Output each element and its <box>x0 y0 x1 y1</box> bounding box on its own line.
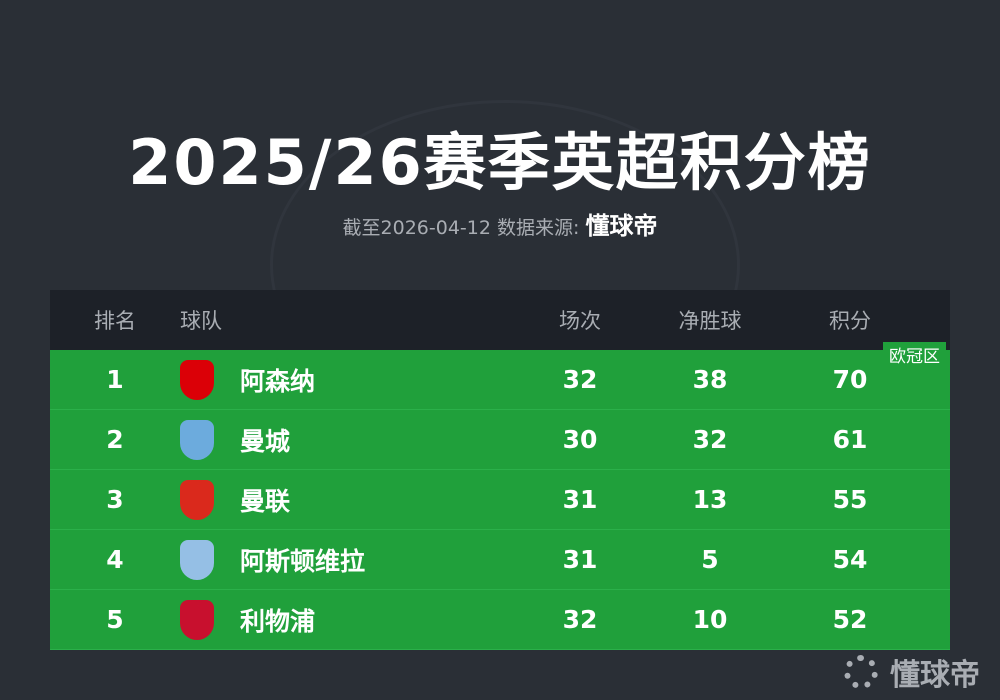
played: 32 <box>562 365 598 394</box>
team-name: 曼联 <box>240 486 291 516</box>
played: 32 <box>562 605 598 634</box>
arsenal-crest-icon <box>180 359 214 400</box>
team-name: 曼城 <box>240 426 291 456</box>
table-row: 1 阿森纳 32 38 70 欧冠区 <box>50 342 950 410</box>
team-name: 阿斯顿维拉 <box>240 546 366 576</box>
goal-difference: 5 <box>701 545 719 574</box>
points: 61 <box>832 425 868 454</box>
date-source: 截至2026-04-12 数据来源: <box>342 217 580 239</box>
team-cell: 阿斯顿维拉 <box>180 539 520 580</box>
rank: 2 <box>106 425 124 454</box>
standings-table: 排名 球队 场次 净胜球 积分 1 阿森纳 32 38 70 欧冠区 2 曼城 30… <box>50 290 950 650</box>
goal-difference: 38 <box>692 365 728 394</box>
team-cell: 阿森纳 <box>180 359 520 400</box>
team-name: 利物浦 <box>240 606 316 636</box>
aston-villa-crest-icon <box>180 539 214 580</box>
table-row: 2 曼城 30 32 61 <box>50 410 950 470</box>
table-row: 3 曼联 31 13 55 <box>50 470 950 530</box>
team-cell: 曼联 <box>180 479 520 520</box>
zone-label: 欧冠区 <box>883 342 946 367</box>
liverpool-crest-icon <box>180 599 214 640</box>
played: 30 <box>562 425 598 454</box>
table-header: 排名 球队 场次 净胜球 积分 <box>50 290 950 350</box>
page-title: 2025/26赛季英超积分榜 <box>128 126 872 199</box>
man-united-crest-icon <box>180 479 214 520</box>
table-row: 4 阿斯顿维拉 31 5 54 <box>50 530 950 590</box>
played: 31 <box>562 545 598 574</box>
man-city-crest-icon <box>180 419 214 460</box>
goal-difference: 10 <box>692 605 728 634</box>
header-played: 场次 <box>559 309 601 333</box>
team-name: 阿森纳 <box>240 366 316 396</box>
watermark-logo: 懂球帝 <box>844 650 980 694</box>
header-points: 积分 <box>829 309 871 333</box>
source-brand: 懂球帝 <box>585 212 658 240</box>
points: 54 <box>832 545 868 574</box>
team-cell: 利物浦 <box>180 599 520 640</box>
watermark-text: 懂球帝 <box>890 658 980 693</box>
goal-difference: 32 <box>692 425 728 454</box>
header-gd: 净胜球 <box>678 309 742 333</box>
points: 70 <box>832 365 868 394</box>
rank: 3 <box>106 485 124 514</box>
football-icon <box>844 655 878 689</box>
subtitle: 截至2026-04-12 数据来源: 懂球帝 <box>0 206 1000 241</box>
header-rank: 排名 <box>94 309 136 333</box>
header-team: 球队 <box>180 309 222 333</box>
points: 55 <box>832 485 868 514</box>
rank: 4 <box>106 545 124 574</box>
rank: 5 <box>106 605 124 634</box>
points: 52 <box>832 605 868 634</box>
goal-difference: 13 <box>692 485 728 514</box>
rank: 1 <box>106 365 124 394</box>
table-row: 5 利物浦 32 10 52 <box>50 590 950 650</box>
team-cell: 曼城 <box>180 419 520 460</box>
played: 31 <box>562 485 598 514</box>
